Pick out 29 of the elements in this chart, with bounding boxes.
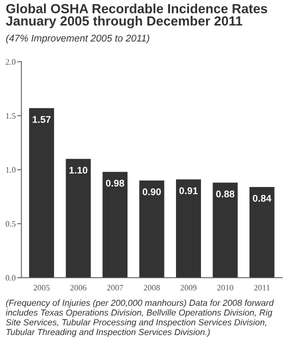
x-tick-label: 2008 (144, 284, 160, 291)
data-label: 0.84 (252, 194, 272, 202)
bar (29, 108, 54, 278)
x-tick-label: 2009 (180, 284, 196, 291)
x-tick-label: 2006 (70, 284, 86, 291)
y-tick-label: 0.0 (6, 275, 16, 281)
y-tick-label: 1.0 (6, 167, 16, 173)
chart-subtitle: (47% Improvement 2005 to 2011) (6, 34, 150, 44)
bar (249, 186, 274, 278)
x-tick-label: 2010 (217, 284, 234, 291)
y-tick-label: 1.5 (6, 113, 16, 119)
data-label: 0.98 (106, 180, 124, 187)
bar (66, 158, 91, 278)
data-label: 0.88 (216, 190, 234, 198)
bar (212, 182, 238, 278)
data-label: 1.57 (32, 116, 51, 123)
data-label: 0.90 (142, 188, 161, 196)
y-tick-label: 2.0 (6, 59, 16, 65)
chart-title: Global OSHA Recordable Incidence Rates January 2005 through December 2011 (6, 4, 268, 28)
bar (139, 180, 164, 278)
data-label: 0.91 (179, 187, 198, 194)
x-tick-label: 2011 (254, 284, 270, 291)
bar (176, 179, 201, 278)
y-tick-label: 0.5 (6, 221, 16, 227)
text: (Frequency of Injuries (per 200,000 manhours) Data for 2008 forward includes Texas Operations Division, Bellville Operations Division, Rig Site Services, Tubular Processing and Inspection Services Division, Tubular Threading and Inspection Services Division.) (6, 299, 274, 337)
bar (102, 172, 128, 278)
x-tick-label: 2005 (34, 284, 50, 291)
x-tick-label: 2007 (107, 284, 124, 291)
data-label: 1.10 (69, 166, 88, 174)
